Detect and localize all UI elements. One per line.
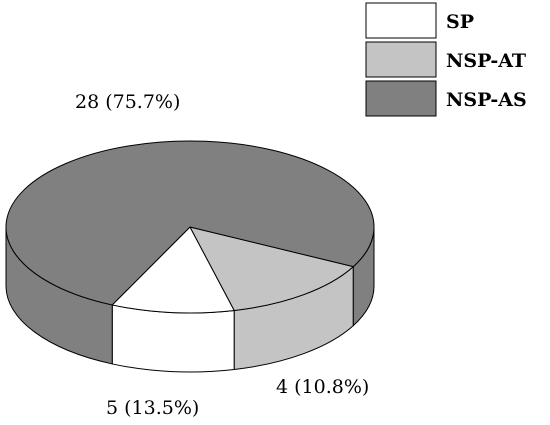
data-label-nsp-as: 28 (75.7%) xyxy=(75,91,180,113)
legend-label-nsp-at: NSP-AT xyxy=(446,50,526,72)
legend-item-sp: SP xyxy=(365,2,474,39)
legend-item-nsp-as: NSP-AS xyxy=(365,80,527,117)
pie-slice-nsp-as xyxy=(5,140,375,306)
pie-body xyxy=(5,140,375,373)
legend-swatch-nsp-as xyxy=(365,80,437,117)
pie-side-sp xyxy=(111,304,235,373)
pie-slice-nsp-at xyxy=(189,226,354,311)
legend-swatch-sp xyxy=(365,2,437,39)
legend: SP NSP-AT NSP-AS xyxy=(365,2,527,117)
pie-slice-sp xyxy=(111,226,235,314)
legend-label-nsp-as: NSP-AS xyxy=(446,89,527,111)
data-label-sp: 4 (10.8%) xyxy=(276,376,369,398)
data-label-nsp-at: 5 (13.5%) xyxy=(106,397,199,419)
legend-label-sp: SP xyxy=(446,11,474,33)
legend-swatch-nsp-at xyxy=(365,41,437,78)
legend-item-nsp-at: NSP-AT xyxy=(365,41,526,78)
